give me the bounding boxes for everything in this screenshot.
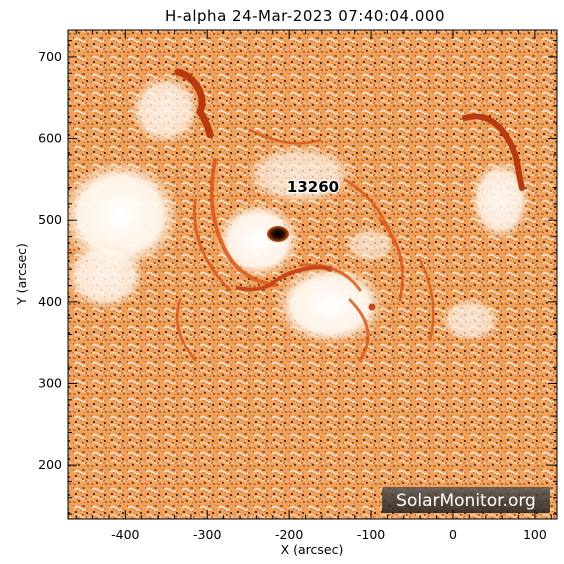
y-tick-label: 600 — [38, 131, 62, 146]
plage-small-center — [345, 227, 395, 263]
y-tick-label: 200 — [38, 457, 62, 472]
plage-core — [216, 202, 300, 278]
y-axis-ticks: 200 300 400 500 600 700 — [38, 40, 557, 515]
x-tick-label: -300 — [193, 527, 221, 542]
fibril-structures — [175, 128, 435, 362]
x-axis-title: X (arcsec) — [281, 542, 344, 557]
sunspot — [267, 226, 289, 242]
plage-right — [470, 160, 530, 240]
x-tick-label: -200 — [275, 527, 303, 542]
y-tick-label: 500 — [38, 212, 62, 227]
y-tick-label: 400 — [38, 294, 62, 309]
filament-knot-small — [368, 303, 376, 311]
watermark-text: SolarMonitor.org — [396, 491, 536, 511]
y-axis-title: Y (arcsec) — [14, 243, 29, 306]
filaments — [174, 68, 525, 311]
x-tick-label: 0 — [449, 527, 457, 542]
h-alpha-image — [68, 30, 557, 519]
x-axis-ticks: -400 -300 -200 -100 0 100 — [75, 30, 552, 542]
plage-left-lower — [68, 240, 145, 310]
active-region-label: 13260 — [287, 178, 339, 196]
y-tick-label: 700 — [38, 49, 62, 64]
filament-upper-right — [462, 113, 525, 191]
y-tick-label: 300 — [38, 375, 62, 390]
filament-curve-center — [236, 265, 332, 292]
plot-frame — [67, 29, 558, 520]
plage-upper-left — [130, 75, 200, 145]
x-tick-label: -100 — [357, 527, 385, 542]
watermark: SolarMonitor.org — [382, 487, 550, 513]
filament-upper-left — [174, 68, 214, 139]
x-tick-label: -400 — [111, 527, 139, 542]
plot-title: H-alpha 24-Mar-2023 07:40:04.000 — [165, 7, 445, 25]
plage-right-lower — [440, 298, 500, 342]
watermark-background — [382, 487, 550, 513]
plage-center-top — [245, 145, 355, 205]
x-tick-label: 100 — [523, 527, 547, 542]
